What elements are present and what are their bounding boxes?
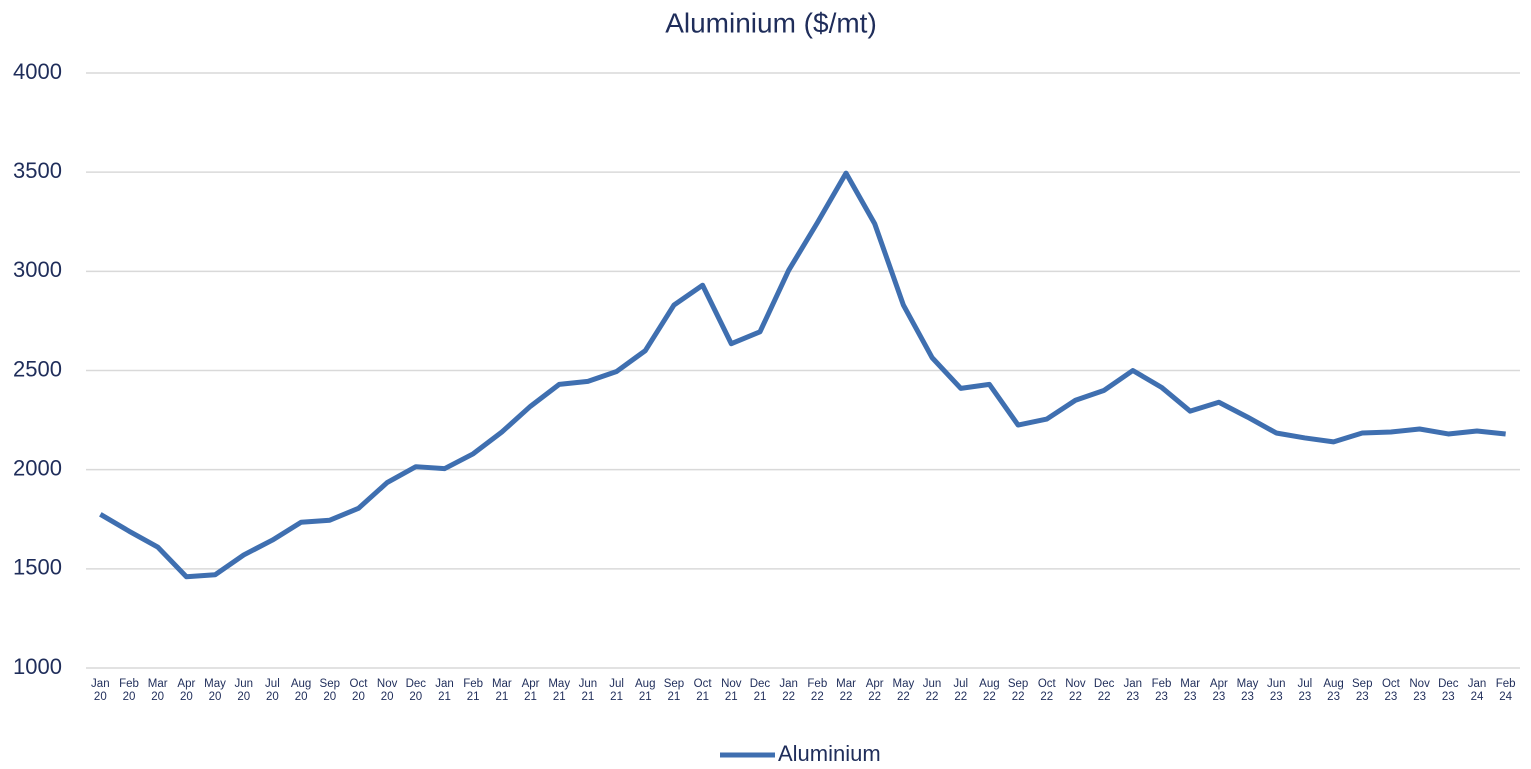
x-tick-label: May 23: [1236, 678, 1259, 703]
legend-label: Aluminium: [778, 741, 881, 766]
x-tick-label: Aug 22: [979, 678, 1000, 703]
x-tick-label: Oct 21: [693, 678, 712, 703]
x-tick-label: Feb 23: [1151, 678, 1172, 703]
x-tick-label: Jan 22: [779, 678, 798, 703]
x-tick-label: Jun 21: [578, 678, 598, 703]
x-tick-label: Jan 23: [1123, 678, 1143, 703]
x-tick-label: Mar 21: [491, 678, 512, 703]
x-tick-label: Oct 22: [1037, 678, 1056, 703]
x-tick-label: Apr 20: [177, 678, 196, 703]
x-tick-label: Dec 22: [1093, 678, 1115, 703]
x-tick-label: Aug 20: [290, 678, 312, 703]
x-tick-label: Jan 20: [91, 678, 110, 703]
x-tick-label: Jul 23: [1297, 678, 1313, 703]
x-tick-label: Dec 21: [749, 678, 771, 703]
x-tick-label: Sep 23: [1352, 678, 1373, 703]
x-tick-label: Nov 21: [721, 678, 742, 703]
x-tick-label: Sep 22: [1007, 678, 1029, 703]
x-tick-label: Aug 23: [1323, 678, 1344, 703]
x-tick-label: May 21: [548, 678, 571, 703]
x-tick-label: Nov 20: [376, 678, 398, 703]
x-tick-label: Feb 21: [463, 678, 484, 703]
y-tick-label: 3500: [13, 158, 62, 183]
y-tick-label: 3000: [13, 257, 62, 282]
x-tick-label: Sep 21: [663, 678, 685, 703]
x-tick-label: Nov 23: [1409, 678, 1430, 703]
y-tick-label: 4000: [13, 59, 62, 84]
x-tick-label: Feb 24: [1495, 678, 1516, 703]
x-tick-label: Apr 21: [521, 678, 540, 703]
x-tick-label: Oct 23: [1381, 678, 1400, 703]
x-tick-label: Jun 22: [922, 678, 942, 703]
x-tick-label: Dec 20: [405, 678, 427, 703]
data-line: [99, 170, 1506, 580]
x-tick-label: Dec 23: [1438, 678, 1459, 703]
x-tick-label: Apr 22: [865, 678, 884, 703]
y-tick-label: 1500: [13, 555, 62, 580]
y-tick-label: 1000: [13, 654, 62, 679]
y-tick-label: 2000: [13, 455, 62, 480]
y-tick-label: 2500: [13, 356, 62, 381]
x-tick-label: Jan 21: [435, 678, 454, 703]
x-tick-label: May 22: [892, 678, 915, 703]
x-tick-label: Nov 22: [1065, 678, 1086, 703]
x-tick-label: Jul 21: [609, 678, 624, 703]
x-tick-label: Mar 20: [147, 678, 168, 703]
chart-title: Aluminium ($/mt): [665, 7, 877, 38]
x-tick-label: Jun 23: [1266, 678, 1286, 703]
x-tick-label: Apr 23: [1209, 678, 1228, 703]
x-tick-label: Oct 20: [349, 678, 368, 703]
x-tick-label: Jun 20: [234, 678, 253, 703]
x-tick-label: Feb 22: [807, 678, 828, 703]
x-tick-label: Feb 20: [119, 678, 139, 703]
x-tick-label: Mar 22: [836, 678, 856, 703]
x-tick-label: Jan 24: [1467, 678, 1487, 703]
x-tick-label: Mar 23: [1180, 678, 1201, 703]
x-tick-label: Jul 22: [953, 678, 969, 703]
x-tick-label: Sep 20: [319, 678, 340, 703]
x-tick-label: Jul 20: [265, 678, 280, 703]
x-tick-label: Aug 21: [635, 678, 656, 703]
x-tick-label: May 20: [204, 678, 226, 703]
